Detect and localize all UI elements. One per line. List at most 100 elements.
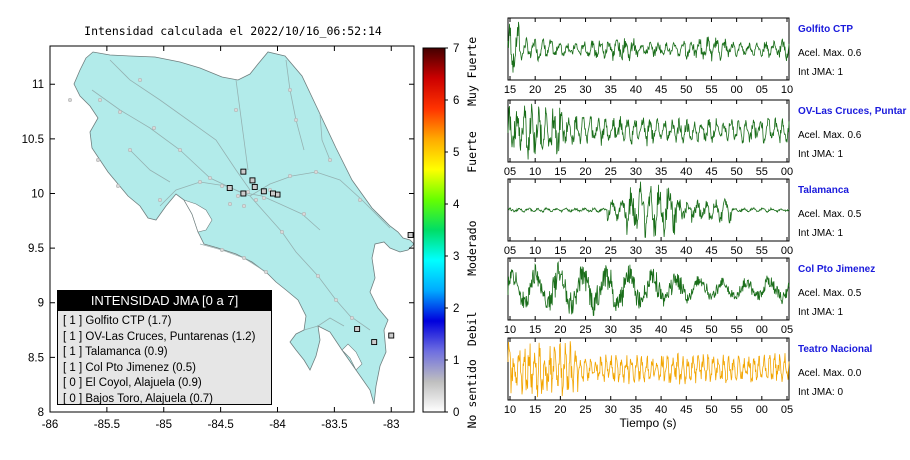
map-y-tick-label: 9.5	[28, 243, 44, 255]
station-name: Golfito CTP	[798, 24, 853, 35]
seismogram-tick-label: 50	[705, 404, 717, 416]
seismogram-tick-label: 40	[655, 404, 667, 416]
intensity-colorbar: 0 1 2 3 4 5 6 7 No sentido Debil Moderado Fuerte Mu…	[422, 37, 479, 429]
seismogram-tick-label: 55	[756, 245, 768, 257]
acel-max-label: Acel. Max. 0.6	[798, 130, 862, 141]
city-dot	[233, 107, 238, 112]
seismogram-tick-label: 05	[504, 166, 516, 178]
seismogram-tick-label: 25	[554, 84, 566, 96]
int-jma-label: Int JMA: 0	[798, 387, 843, 398]
colorbar-tick-label: 3	[453, 251, 459, 263]
city-dot	[235, 193, 240, 198]
colorbar-label: Debil	[465, 311, 479, 346]
seismogram-tick-label: 40	[655, 324, 667, 336]
map-x-tick-label: -83	[383, 419, 400, 431]
seismogram-trace	[508, 181, 790, 238]
legend-title: INTENSIDAD JMA [0 a 7]	[58, 291, 271, 311]
seismogram-tick-label: 15	[504, 84, 516, 96]
seismogram-tick-label: 20	[579, 245, 591, 257]
seismo-xlabel: Tiempo (s)	[620, 416, 677, 430]
seismogram-trace	[507, 21, 790, 73]
station-name: OV-Las Cruces, Puntar	[798, 106, 906, 117]
colorbar-label: Muy Fuerte	[465, 37, 479, 106]
map-x-tick-label: -86	[42, 419, 59, 431]
seismogram-tick-label: 05	[504, 245, 516, 257]
city-dot	[294, 117, 299, 122]
seismogram-tick-label: 20	[554, 404, 566, 416]
station-marker	[260, 188, 267, 195]
seismogram-tick-label: 50	[680, 84, 692, 96]
city-dot	[334, 298, 339, 303]
seismogram-panels: 15 20 25 30 35 40 45 50 55 00 05 10 Golfito CTP Acel.…	[504, 17, 906, 416]
map-x-tick-label: -85	[155, 419, 172, 431]
legend-item: [ 1 ] Col Pto Jimenez (0.5)	[63, 361, 196, 374]
colorbar-labels: No sentido Debil Moderado Fuerte Muy Fuerte	[465, 37, 479, 429]
city-dot	[197, 179, 202, 184]
map-x-axis: -86 -85.5 -85 -84.5 -84 -83.5 -83	[42, 46, 400, 431]
seismogram-panel: 15 20 25 30 35 40 45 50 55 00 05 10 Golfito CTP Acel.…	[504, 17, 862, 96]
seismogram-tick-label: 45	[705, 166, 717, 178]
seismogram-tick-label: 55	[705, 84, 717, 96]
legend-item: [ 1 ] Golfito CTP (1.7)	[63, 315, 172, 327]
seismogram-tick-label: 40	[680, 166, 692, 178]
legend-item: [ 1 ] Talamanca (0.9)	[63, 346, 168, 359]
seismogram-tick-label: 00	[781, 245, 793, 257]
seismogram-tick-label: 10	[504, 324, 516, 336]
colorbar-tick-label: 0	[453, 407, 459, 419]
seismogram-tick-label: 25	[605, 166, 617, 178]
int-jma-label: Int JMA: 1	[798, 149, 843, 160]
station-marker	[354, 326, 361, 332]
seismogram-tick-label: 45	[655, 84, 667, 96]
station-marker	[240, 168, 247, 175]
station-name: Teatro Nacional	[798, 344, 872, 355]
colorbar-label: Moderado	[465, 220, 479, 275]
legend-list: [ 1 ] Golfito CTP (1.7) [ 1 ] OV-Las Cru…	[58, 311, 271, 408]
colorbar-tick-label: 6	[453, 95, 459, 107]
seismogram-tick-label: 35	[655, 166, 667, 178]
seismogram-tick-label: 05	[781, 324, 793, 336]
acel-max-label: Acel. Max. 0.5	[798, 209, 862, 220]
seismogram-tick-label: 30	[605, 324, 617, 336]
seismogram-tick-label: 55	[731, 404, 743, 416]
station-marker	[371, 339, 378, 346]
nicoya-inner-coast	[183, 199, 213, 233]
seismogram-tick-label: 25	[579, 404, 591, 416]
golfo-dulce	[341, 343, 363, 371]
seismogram-panel: 10 15 20 25 30 35 40 45 50 55 00 05 Col Pto Jimenez A…	[504, 257, 875, 336]
city-dot	[245, 189, 250, 194]
legend-item: [ 1 ] OV-Las Cruces, Puntarenas (1.2)	[63, 330, 256, 343]
seismogram-tick-label: 50	[731, 245, 743, 257]
map-frame	[49, 45, 415, 413]
seismogram-tick-label: 00	[731, 84, 743, 96]
city-dot	[288, 173, 293, 178]
seismogram-tick-label: 40	[680, 245, 692, 257]
seismogram-tick-label: 40	[630, 84, 642, 96]
city-dot	[302, 211, 307, 216]
station-marker	[270, 190, 276, 197]
city-dot	[316, 274, 321, 279]
seismogram-tick-label: 25	[605, 245, 617, 257]
seismogram-tick-label: 35	[630, 324, 642, 336]
station-marker	[240, 190, 247, 197]
seismogram-tick-label: 25	[579, 324, 591, 336]
map-y-axis: 11 10.5 10 9.5 9 8.5 8	[22, 79, 414, 419]
city-dot	[137, 77, 142, 82]
colorbar-tick-label: 7	[453, 43, 459, 55]
seismogram-tick-label: 05	[756, 84, 768, 96]
colorbar-tick-label: 1	[453, 355, 459, 367]
city-dot	[253, 197, 258, 202]
acel-max-label: Acel. Max. 0.5	[798, 288, 862, 299]
colorbar-tick-label: 4	[453, 199, 460, 211]
seismogram-panel: 05 10 15 20 25 30 35 40 45 50 55 00 OV-Las Cruces, P…	[504, 99, 906, 178]
costa-rica-land	[73, 51, 415, 405]
city-dot	[227, 201, 232, 206]
city-dot	[207, 175, 212, 180]
colorbar-ticks: 0 1 2 3 4 5 6 7	[445, 43, 460, 419]
map-y-tick-label: 8.5	[28, 352, 44, 364]
city-dot	[157, 197, 162, 202]
legend-item: [ 0 ] El Coyol, Alajuela (0.9)	[63, 377, 202, 390]
city-dot	[127, 147, 132, 152]
colorbar-label: Fuerte	[465, 131, 479, 173]
